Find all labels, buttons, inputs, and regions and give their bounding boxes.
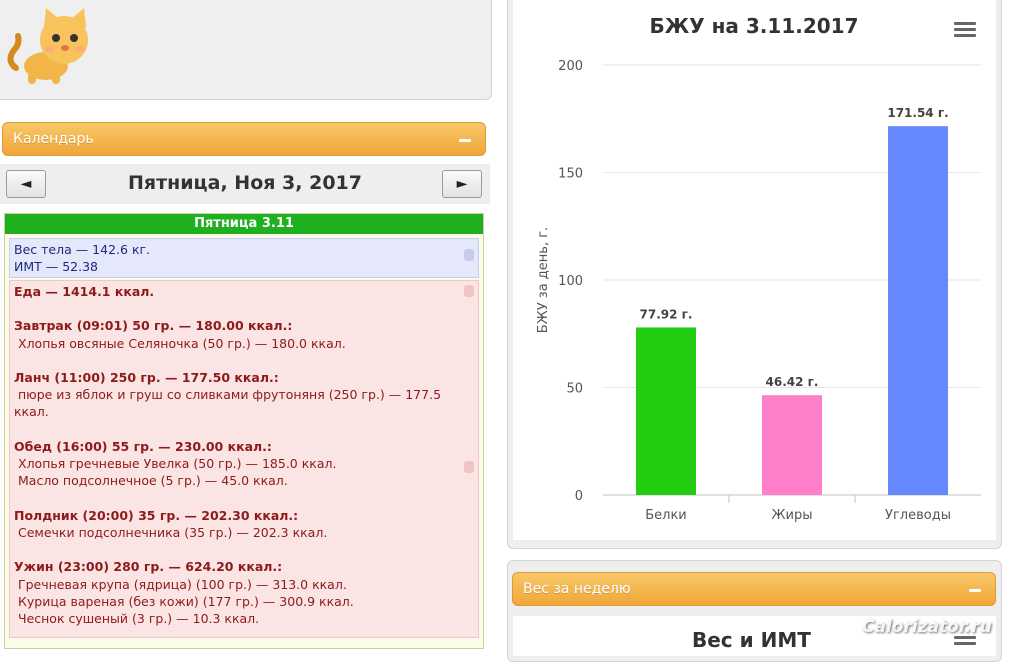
x-tick-label: Белки [645, 508, 687, 523]
week-chart-title: Вес и ИМТ [692, 628, 811, 652]
meal-item: Гречневая крупа (ядрица) (100 гр.) — 313… [18, 576, 347, 592]
bar [888, 126, 948, 496]
week-title: Вес за неделю [523, 581, 631, 597]
day-header: Пятница 3.11 [5, 214, 483, 234]
watermark: Calorizator.ru [862, 617, 992, 637]
y-tick-label: 150 [558, 167, 583, 182]
next-day-button[interactable]: ► [442, 170, 482, 198]
food-block: Еда — 1414.1 ккал. Завтрак (09:01) 50 гр… [9, 280, 479, 638]
scale-icon[interactable] [464, 249, 474, 261]
meal-title: Ужин (23:00) 280 гр. — 624.20 ккал.: [14, 559, 283, 575]
meal-title: Завтрак (09:01) 50 гр. — 180.00 ккал.: [14, 318, 293, 334]
chart-title: БЖУ на 3.11.2017 [650, 14, 859, 38]
food-edit-icon[interactable] [464, 285, 474, 297]
meal-item: Масло подсолнечное (5 гр.) — 45.0 ккал. [18, 473, 288, 489]
y-tick-label: 0 [575, 489, 583, 504]
food-total: Еда — 1414.1 ккал. [14, 284, 155, 299]
meal-item: Чеснок сушеный (3 гр.) — 10.3 ккал. [18, 611, 260, 627]
meal-item: Хлопья овсяные Селяночка (50 гр.) — 180.… [18, 335, 346, 351]
data-label: 171.54 г. [887, 106, 948, 120]
calendar-panel-header[interactable]: Календарь [2, 122, 486, 156]
week-panel-header[interactable]: Вес за неделю [512, 572, 996, 606]
y-tick-label: 100 [558, 274, 583, 289]
weight-block: Вес тела — 142.6 кг. ИМТ — 52.38 [9, 238, 479, 278]
current-date-label: Пятница, Ноя 3, 2017 [128, 172, 362, 194]
meal-title: Обед (16:00) 55 гр. — 230.00 ккал.: [14, 438, 272, 454]
meal-title: Полдник (20:00) 35 гр. — 202.30 ккал.: [14, 507, 299, 523]
weight-value: Вес тела — 142.6 кг. [14, 242, 151, 257]
date-navigation: ◄ Пятница, Ноя 3, 2017 ► [0, 164, 490, 204]
bar [636, 327, 696, 495]
x-tick-label: Жиры [772, 508, 813, 523]
data-label: 46.42 г. [766, 375, 819, 389]
data-label: 77.92 г. [640, 307, 693, 321]
macros-bar-chart: БЖУ на 3.11.2017 0 50 100 150 200 77.92 г. Бел… [536, 14, 981, 523]
meal-item: пюре из яблок и груш со сливками фрутоня… [18, 387, 442, 403]
y-tick-label: 200 [558, 59, 583, 74]
meal-item: Семечки подсолнечника (35 гр.) — 202.3 к… [18, 524, 328, 540]
hamburger-icon[interactable] [954, 22, 976, 38]
hamburger-icon[interactable] [954, 636, 976, 648]
bar [762, 395, 822, 495]
y-tick-label: 50 [566, 382, 583, 397]
y-axis-label: БЖУ за день, г. [536, 227, 551, 333]
meal-item: ккал. [14, 404, 49, 420]
cat-mascot-icon[interactable] [6, 6, 96, 86]
meal-title: Ланч (11:00) 250 гр. — 177.50 ккал.: [14, 369, 279, 385]
meal-item: Курица вареная (без кожи) (177 гр.) — 30… [18, 593, 354, 609]
prev-day-button[interactable]: ◄ [6, 170, 46, 198]
minus-icon[interactable] [459, 139, 471, 142]
calendar-title: Календарь [13, 131, 94, 147]
minus-icon[interactable] [969, 589, 981, 592]
chart-container: БЖУ на 3.11.2017 0 50 100 150 200 77.92 г. Бел… [513, 0, 996, 540]
day-summary: Пятница 3.11 Вес тела — 142.6 кг. ИМТ — … [4, 213, 484, 649]
x-tick-label: Углеводы [885, 508, 951, 523]
food-edit-icon[interactable] [464, 461, 474, 473]
bmi-value: ИМТ — 52.38 [14, 259, 99, 274]
meal-item: Хлопья гречневые Увелка (50 гр.) — 185.0… [18, 456, 337, 472]
